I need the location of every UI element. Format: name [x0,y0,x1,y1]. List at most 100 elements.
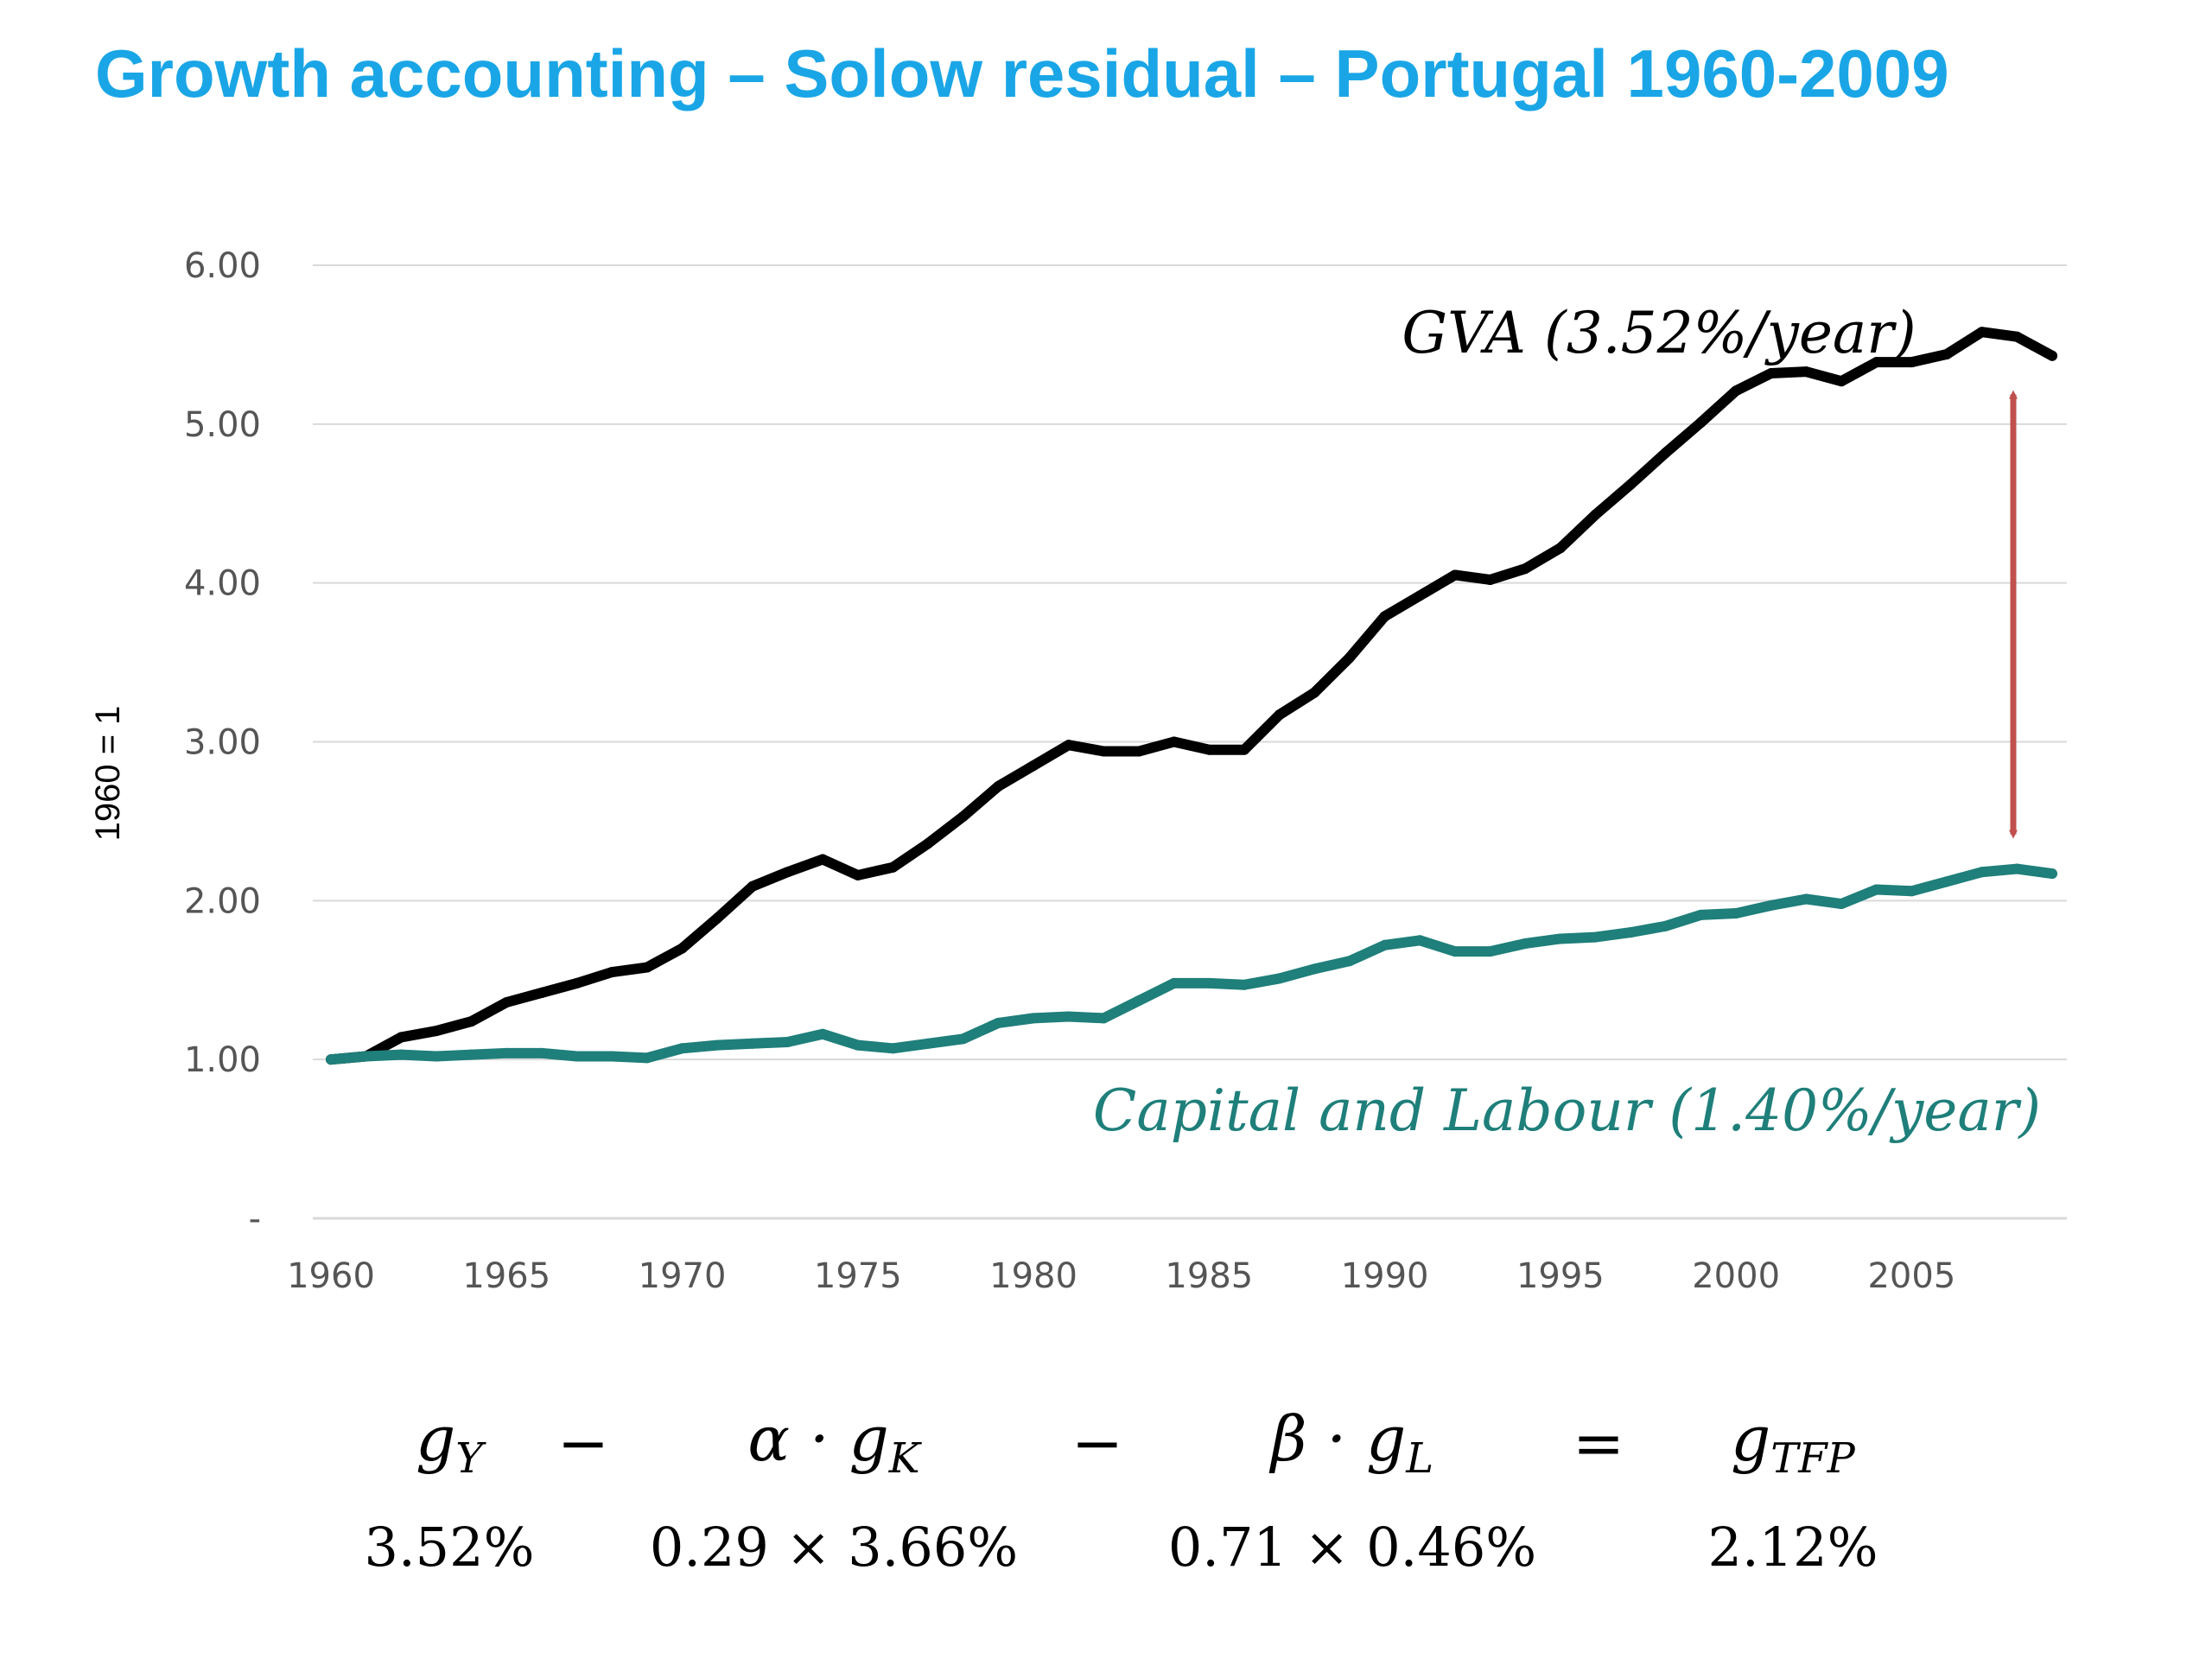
capital_labour-point [993,1017,1004,1028]
capital_labour-point [360,1051,372,1062]
capital_labour-point [1976,867,1987,878]
equation-symbol-main: β · g [1268,1402,1406,1475]
capital_labour-line [326,863,2057,1065]
gva-point [2047,350,2057,361]
gva-point [1309,687,1320,698]
gva-point [1484,574,1496,585]
capital_labour-point [1906,886,1917,897]
capital_labour-point [1274,973,1285,984]
capital_labour-point [607,1051,618,1062]
capital_labour-point [1134,995,1145,1007]
equation-value: 0.29 × 3.66% [650,1516,1018,1579]
capital_labour-point [1871,884,1882,895]
capital_labour-point [1801,893,1812,905]
y-tick-label: 3.00 [184,723,261,763]
equation-symbol-main: g [416,1402,455,1475]
gva-point [1063,740,1074,751]
capital_labour-point [1942,876,1953,887]
gva-point [571,977,582,988]
gva-point [747,880,758,892]
gva-point [1731,385,1742,397]
x-tick-label: 2000 [1692,1256,1780,1296]
capital_labour-point [782,1036,793,1047]
equation-symbol-subscript: K [888,1434,923,1483]
x-axis-ticks: 1960 1965 1970 1975 1980 1985 1990 1995 2000 2005 [287,1256,1955,1296]
capital_labour-point [1484,946,1496,957]
capital_labour-point [430,1051,442,1062]
equation-symbol-main: g [1731,1402,1770,1475]
x-tick-label: 2005 [1867,1256,1955,1296]
gva-point [852,869,863,880]
gva-point [1942,348,1953,359]
gva-point [1414,590,1426,601]
x-tick-label: 1965 [462,1256,550,1296]
equation-symbol: gTFP [1731,1402,1855,1483]
y-tick-label: 1.00 [184,1040,261,1080]
gva-point [1590,509,1601,520]
gva-point [1836,376,1847,387]
gva-point [1344,652,1355,664]
x-tick-label: 1980 [989,1256,1077,1296]
capital_labour-point [817,1028,829,1039]
capital_labour-point [712,1039,723,1051]
gva-point [396,1032,407,1043]
capital_labour-point [1098,1013,1109,1024]
gva-point [466,1016,477,1027]
gva-point [677,943,688,954]
gva-point [1449,569,1460,581]
gva-point [1554,543,1566,554]
gva-point [1098,746,1109,757]
gva-point [1625,479,1637,490]
gva-point [1204,744,1215,755]
gva-point [501,996,512,1007]
gva-point [1976,327,1987,338]
gva-point [1906,357,1917,368]
capital_labour-point [1063,1011,1074,1022]
gva-point [817,854,829,865]
equation-symbol-subscript: L [1405,1434,1433,1483]
y-axis-label: 1960 = 1 [89,706,127,842]
gva-line [326,327,2057,1065]
capital_labour-point [1238,979,1249,990]
capital_labour-point [571,1051,582,1062]
y-tick-label: 2.00 [184,881,261,921]
gva-point [607,967,618,978]
gva-point [1765,368,1777,379]
gva-point [1520,563,1531,575]
capital_labour-point [1520,938,1531,949]
equation-value: 3.52% [365,1516,535,1579]
equation-operator: = [1573,1407,1624,1479]
capital_labour-point [1168,977,1179,988]
slide-title: Growth accounting – Solow residual – Por… [95,35,1949,111]
capital-labour-annotation: Capital and Labour (1.40%/year) [1093,1077,2041,1144]
gva-point [1871,357,1882,368]
capital_labour-point [957,1033,969,1045]
equation-symbol-main: α · g [747,1402,888,1475]
capital_labour-point [1590,931,1601,943]
equation-symbol-subscript: TFP [1770,1434,1855,1483]
capital_labour-point [1695,909,1707,920]
growth-accounting-equation: gY3.52%− α · gK0.29 × 3.66%− β · gL0.71 × … [365,1402,1878,1579]
capital_labour-point [1765,899,1777,911]
capital_labour-point [1379,939,1390,950]
capital_labour-point [1204,977,1215,988]
gva-point [1028,760,1039,772]
gva-point [1134,746,1145,757]
capital_labour-point [466,1049,477,1060]
x-tick-label: 1975 [814,1256,902,1296]
equation-symbol-subscript: Y [455,1434,486,1483]
capital_labour-point [1309,963,1320,975]
gva-point [641,962,652,973]
gva-point [1379,611,1390,622]
capital_labour-point [677,1043,688,1054]
capital_labour-point [1660,920,1671,931]
x-tick-label: 1990 [1341,1256,1429,1296]
gva-point [2012,331,2023,342]
gva-annotation: GVA (3.52%/year) [1402,300,1916,366]
x-tick-label: 1985 [1165,1256,1253,1296]
gva-point [1660,447,1671,458]
capital_labour-point [2012,863,2023,874]
y-tick-label: - [249,1199,261,1239]
gva-point [887,861,899,873]
